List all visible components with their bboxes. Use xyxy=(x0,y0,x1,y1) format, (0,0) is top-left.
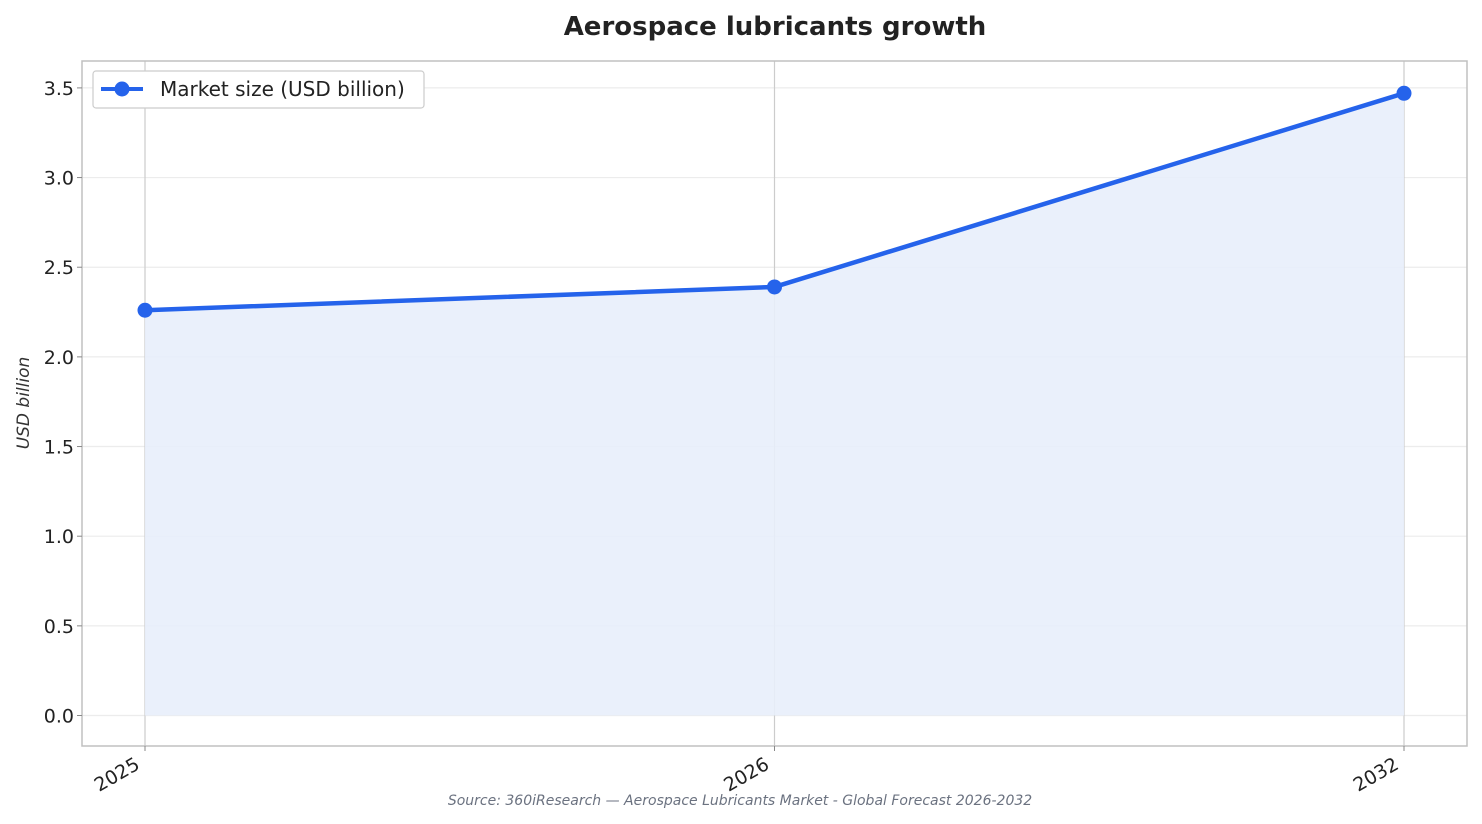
y-axis-ticks: 0.0 0.5 1.0 1.5 2.0 2.5 3.0 3.5 xyxy=(44,78,82,728)
legend: Market size (USD billion) xyxy=(92,70,425,109)
source-note: Source: 360iResearch — Aerospace Lubrica… xyxy=(448,793,1032,809)
data-points xyxy=(137,85,1412,318)
chart-title: Aerospace lubricants growth xyxy=(564,12,987,42)
area-fill xyxy=(145,93,1404,716)
data-point xyxy=(137,302,153,318)
legend-marker xyxy=(114,81,130,97)
data-point xyxy=(1396,85,1412,101)
area-fill-shape xyxy=(145,93,1404,716)
legend-label: Market size (USD billion) xyxy=(160,77,405,101)
y-tick-label: 1.5 xyxy=(44,437,74,459)
legend-box xyxy=(92,70,425,109)
y-tick-label: 3.0 xyxy=(44,168,74,190)
y-tick-label: 2.5 xyxy=(44,257,74,279)
y-axis-label: USD billion xyxy=(14,357,34,450)
data-point xyxy=(767,279,782,295)
y-tick-label: 1.0 xyxy=(44,526,74,548)
y-tick-label: 0.0 xyxy=(44,706,74,728)
y-tick-label: 2.0 xyxy=(44,347,74,369)
y-tick-label: 0.5 xyxy=(44,616,74,638)
y-tick-label: 3.5 xyxy=(44,78,74,100)
